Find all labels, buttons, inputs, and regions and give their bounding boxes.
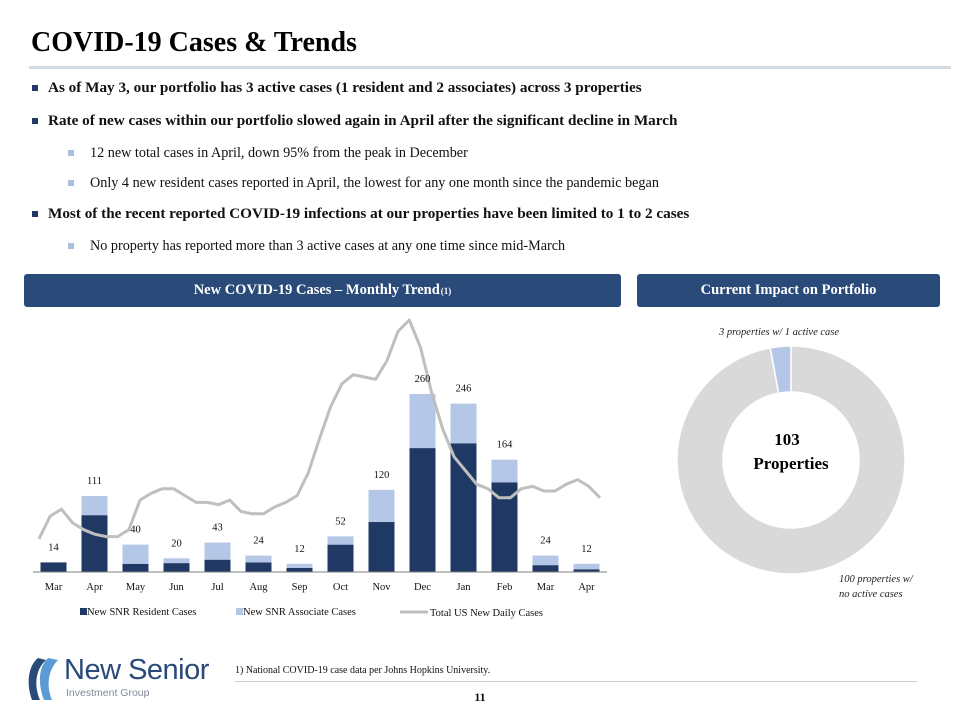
bar-associate-9: [409, 394, 436, 449]
donut-center-count: 103: [774, 430, 800, 449]
x-tick-label: Sep: [292, 582, 308, 593]
legend-label-0: New SNR Resident Cases: [87, 607, 196, 618]
bar-total-label: 164: [497, 440, 514, 451]
bar-resident-1: [81, 515, 108, 572]
monthly-trend-header: New COVID-19 Cases – Monthly Trend (1): [24, 274, 621, 307]
bullet-list: As of May 3, our portfolio has 3 active …: [31, 78, 941, 267]
bar-resident-13: [573, 569, 600, 572]
donut-slice-no-active: [676, 345, 906, 575]
bar-resident-3: [163, 563, 190, 572]
company-logo: New Senior Investment Group: [24, 654, 224, 704]
bar-associate-2: [122, 544, 149, 564]
x-tick-label: May: [126, 582, 146, 593]
bar-associate-11: [491, 459, 518, 483]
bar-associate-4: [204, 542, 231, 560]
logo-name: New Senior: [64, 654, 209, 686]
bar-resident-2: [122, 563, 149, 572]
bar-associate-3: [163, 558, 190, 564]
us-daily-cases-line: [37, 318, 602, 540]
bar-total-label: 40: [130, 525, 141, 536]
labels-layer: 14 111 40 20 43 24 12 52 120 260 246 164 24 12: [48, 374, 592, 555]
legend-swatch-0: [80, 608, 87, 615]
donut-label-active: 3 properties w/ 1 active case: [718, 327, 839, 338]
footer-divider: [235, 681, 917, 682]
x-tick-label: Feb: [497, 582, 513, 593]
line-layer: [37, 318, 602, 540]
bar-total-label: 111: [87, 476, 102, 487]
bar-associate-12: [532, 555, 559, 566]
bar-total-label: 43: [212, 523, 223, 534]
axis-layer: Mar Apr May Jun Jul Aug Sep Oct Nov Dec Jan Feb Mar A…: [33, 571, 607, 593]
x-tick-label: Jul: [211, 582, 223, 593]
bullet-limited-infections: Most of the recent reported COVID-19 inf…: [31, 204, 941, 237]
bar-total-label: 246: [456, 384, 472, 395]
chart-footnote: 1) National COVID-19 case data per Johns…: [235, 665, 491, 676]
bar-associate-8: [368, 489, 395, 523]
logo-mark-icon: [28, 658, 58, 700]
bar-associate-5: [245, 555, 272, 563]
x-tick-label: Mar: [537, 582, 555, 593]
x-tick-label: Apr: [578, 582, 595, 593]
x-tick-label: Nov: [372, 582, 391, 593]
monthly-trend-chart: 14 111 40 20 43 24 12 52 120 260 246 164 24 12 Mar Apr…: [33, 318, 607, 619]
legend-label-1: New SNR Associate Cases: [243, 607, 356, 618]
bar-total-label: 24: [540, 536, 551, 547]
bar-total-label: 14: [48, 542, 59, 553]
donut-slices: [676, 345, 906, 575]
bar-resident-12: [532, 565, 559, 572]
bar-associate-1: [81, 496, 108, 516]
bar-total-label: 24: [253, 536, 264, 547]
page-number: 11: [474, 690, 486, 704]
x-tick-label: Dec: [414, 582, 431, 593]
legend-swatch-1: [236, 608, 243, 615]
sub-bullet-april-total: 12 new total cases in April, down 95% fr…: [67, 144, 941, 174]
bar-total-label: 52: [335, 516, 346, 527]
x-tick-label: Jun: [169, 582, 184, 593]
bar-resident-4: [204, 559, 231, 572]
bar-total-label: 12: [294, 544, 305, 555]
page-title: COVID-19 Cases & Trends: [31, 27, 357, 58]
bar-resident-8: [368, 522, 395, 572]
bar-associate-10: [450, 403, 477, 444]
donut-label-none-line2: no active cases: [839, 589, 903, 600]
bar-total-label: 120: [374, 470, 390, 481]
bar-total-label: 260: [415, 374, 431, 385]
x-tick-label: Aug: [249, 582, 268, 593]
donut-label-none-line1: 100 properties w/: [839, 574, 914, 585]
bar-resident-6: [286, 567, 313, 572]
x-tick-label: Jan: [457, 582, 472, 593]
legend-label-2: Total US New Daily Cases: [430, 608, 543, 619]
portfolio-donut-chart: 103 Properties 3 properties w/ 1 active …: [676, 327, 914, 600]
title-divider: [29, 66, 951, 69]
x-tick-label: Apr: [86, 582, 103, 593]
chart-legend: New SNR Resident Cases New SNR Associate …: [80, 607, 543, 619]
bar-associate-7: [327, 536, 354, 545]
bar-resident-5: [245, 562, 272, 572]
portfolio-impact-title: Current Impact on Portfolio: [700, 282, 877, 298]
x-tick-label: Mar: [45, 582, 63, 593]
portfolio-impact-header: Current Impact on Portfolio: [637, 274, 940, 307]
bar-resident-10: [450, 443, 477, 572]
donut-slice-active: [769, 345, 792, 395]
bullet-active-cases: As of May 3, our portfolio has 3 active …: [31, 78, 941, 111]
bar-total-label: 20: [171, 538, 182, 549]
monthly-trend-footnote-mark: (1): [440, 285, 452, 296]
x-tick-label: Oct: [333, 582, 348, 593]
bar-associate-13: [573, 563, 600, 570]
sub-bullet-resident-cases: Only 4 new resident cases reported in Ap…: [67, 174, 941, 204]
bar-associate-6: [286, 563, 313, 568]
sub-bullet-max-active: No property has reported more than 3 act…: [67, 237, 941, 267]
bar-resident-0: [40, 562, 67, 572]
monthly-trend-title: New COVID-19 Cases – Monthly Trend: [193, 282, 440, 298]
bar-resident-9: [409, 448, 436, 572]
logo-tagline: Investment Group: [66, 687, 150, 699]
bars-layer: [40, 394, 600, 572]
bullet-rate-slowed: Rate of new cases within our portfolio s…: [31, 111, 941, 144]
bar-resident-7: [327, 544, 354, 572]
donut-center-label: Properties: [753, 454, 829, 473]
bar-total-label: 12: [581, 544, 592, 555]
